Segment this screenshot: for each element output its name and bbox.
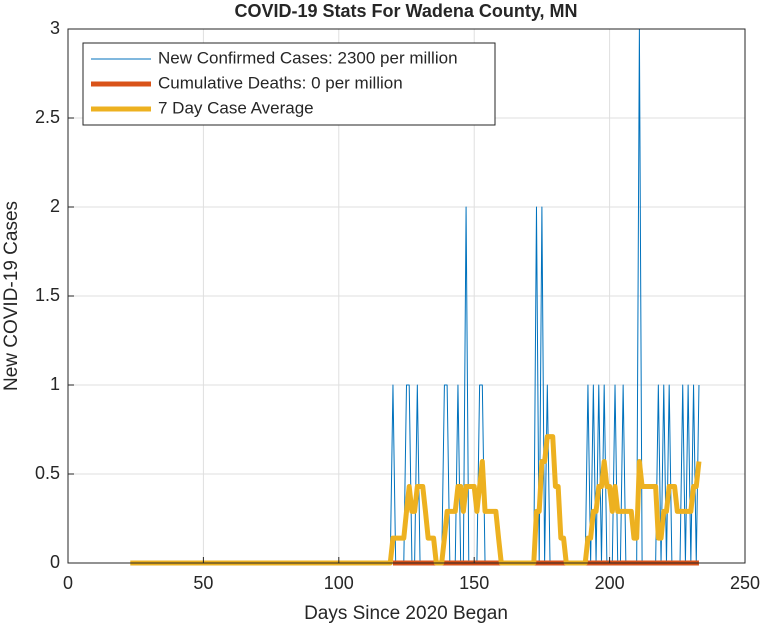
axes-box <box>67 28 746 564</box>
x-axis-label: Days Since 2020 Began <box>304 603 508 624</box>
x-tick-label: 50 <box>193 573 213 593</box>
y-tick-label: 1.5 <box>35 285 60 305</box>
x-tick-label: 0 <box>63 573 73 593</box>
legend-label: Cumulative Deaths: 0 per million <box>158 73 403 92</box>
y-tick-label: 0 <box>50 552 60 572</box>
y-tick-label: 3 <box>50 18 60 38</box>
chart-title: COVID-19 Stats For Wadena County, MN <box>234 1 577 21</box>
y-tick-label: 2 <box>50 196 60 216</box>
x-tick-label: 200 <box>595 573 625 593</box>
x-tick-label: 100 <box>324 573 354 593</box>
legend: New Confirmed Cases: 2300 per million Cum… <box>82 42 496 126</box>
legend-box <box>82 42 496 126</box>
legend-label: 7 Day Case Average <box>158 98 314 117</box>
y-tick-label: 1 <box>50 374 60 394</box>
axes: 0 0.5 1 1.5 2 2.5 3 0 50 100 150 200 250 <box>35 18 760 593</box>
y-tick-label: 2.5 <box>35 107 60 127</box>
legend-label: New Confirmed Cases: 2300 per million <box>158 48 458 67</box>
y-tick-label: 0.5 <box>35 463 60 483</box>
x-tick-label: 150 <box>459 573 489 593</box>
x-tick-label: 250 <box>730 573 760 593</box>
y-axis-label: New COVID-19 Cases <box>1 201 22 391</box>
